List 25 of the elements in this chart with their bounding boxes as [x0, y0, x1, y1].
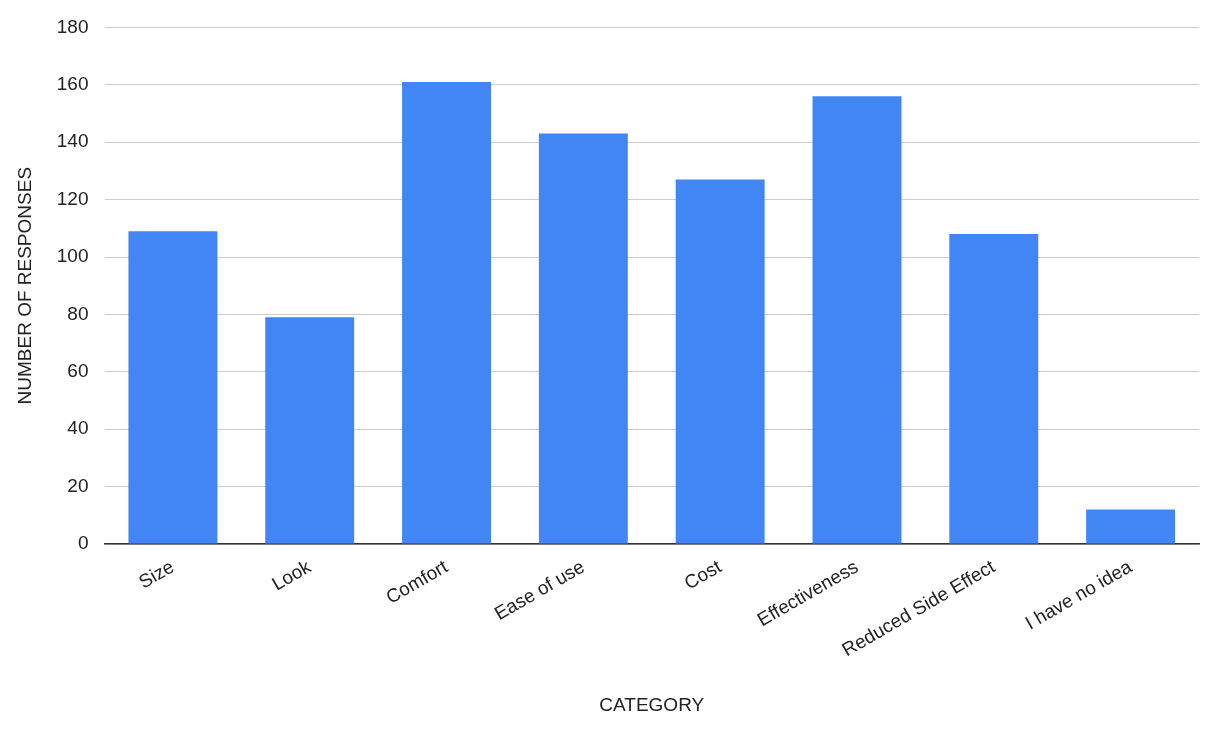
y-tick-label: 180	[56, 15, 89, 37]
x-tick-label: Cost	[680, 555, 726, 594]
bar	[402, 81, 491, 544]
y-tick-label: 100	[56, 245, 89, 267]
bar	[675, 179, 765, 544]
x-tick-label: I have no idea	[1021, 555, 1136, 634]
bar	[812, 96, 902, 544]
bar	[265, 317, 355, 544]
x-axis-title: CATEGORY	[599, 693, 705, 715]
y-tick-label: 40	[67, 417, 89, 439]
bar	[1086, 509, 1176, 544]
y-tick-label: 140	[56, 130, 89, 152]
y-tick-label: 120	[56, 187, 89, 209]
bar	[128, 231, 218, 544]
y-tick-label: 20	[67, 474, 89, 496]
y-tick-label: 0	[77, 532, 89, 554]
y-tick-label: 60	[67, 360, 89, 382]
y-tick-label: 160	[56, 73, 89, 95]
x-tick-label: Size	[135, 555, 178, 593]
bar	[538, 133, 628, 544]
bar	[949, 234, 1039, 544]
y-tick-label: 80	[67, 302, 89, 324]
y-axis-title: NUMBER OF RESPONSES	[13, 166, 35, 405]
x-tick-label: Ease of use	[490, 555, 588, 625]
x-tick-label: Look	[268, 555, 315, 595]
